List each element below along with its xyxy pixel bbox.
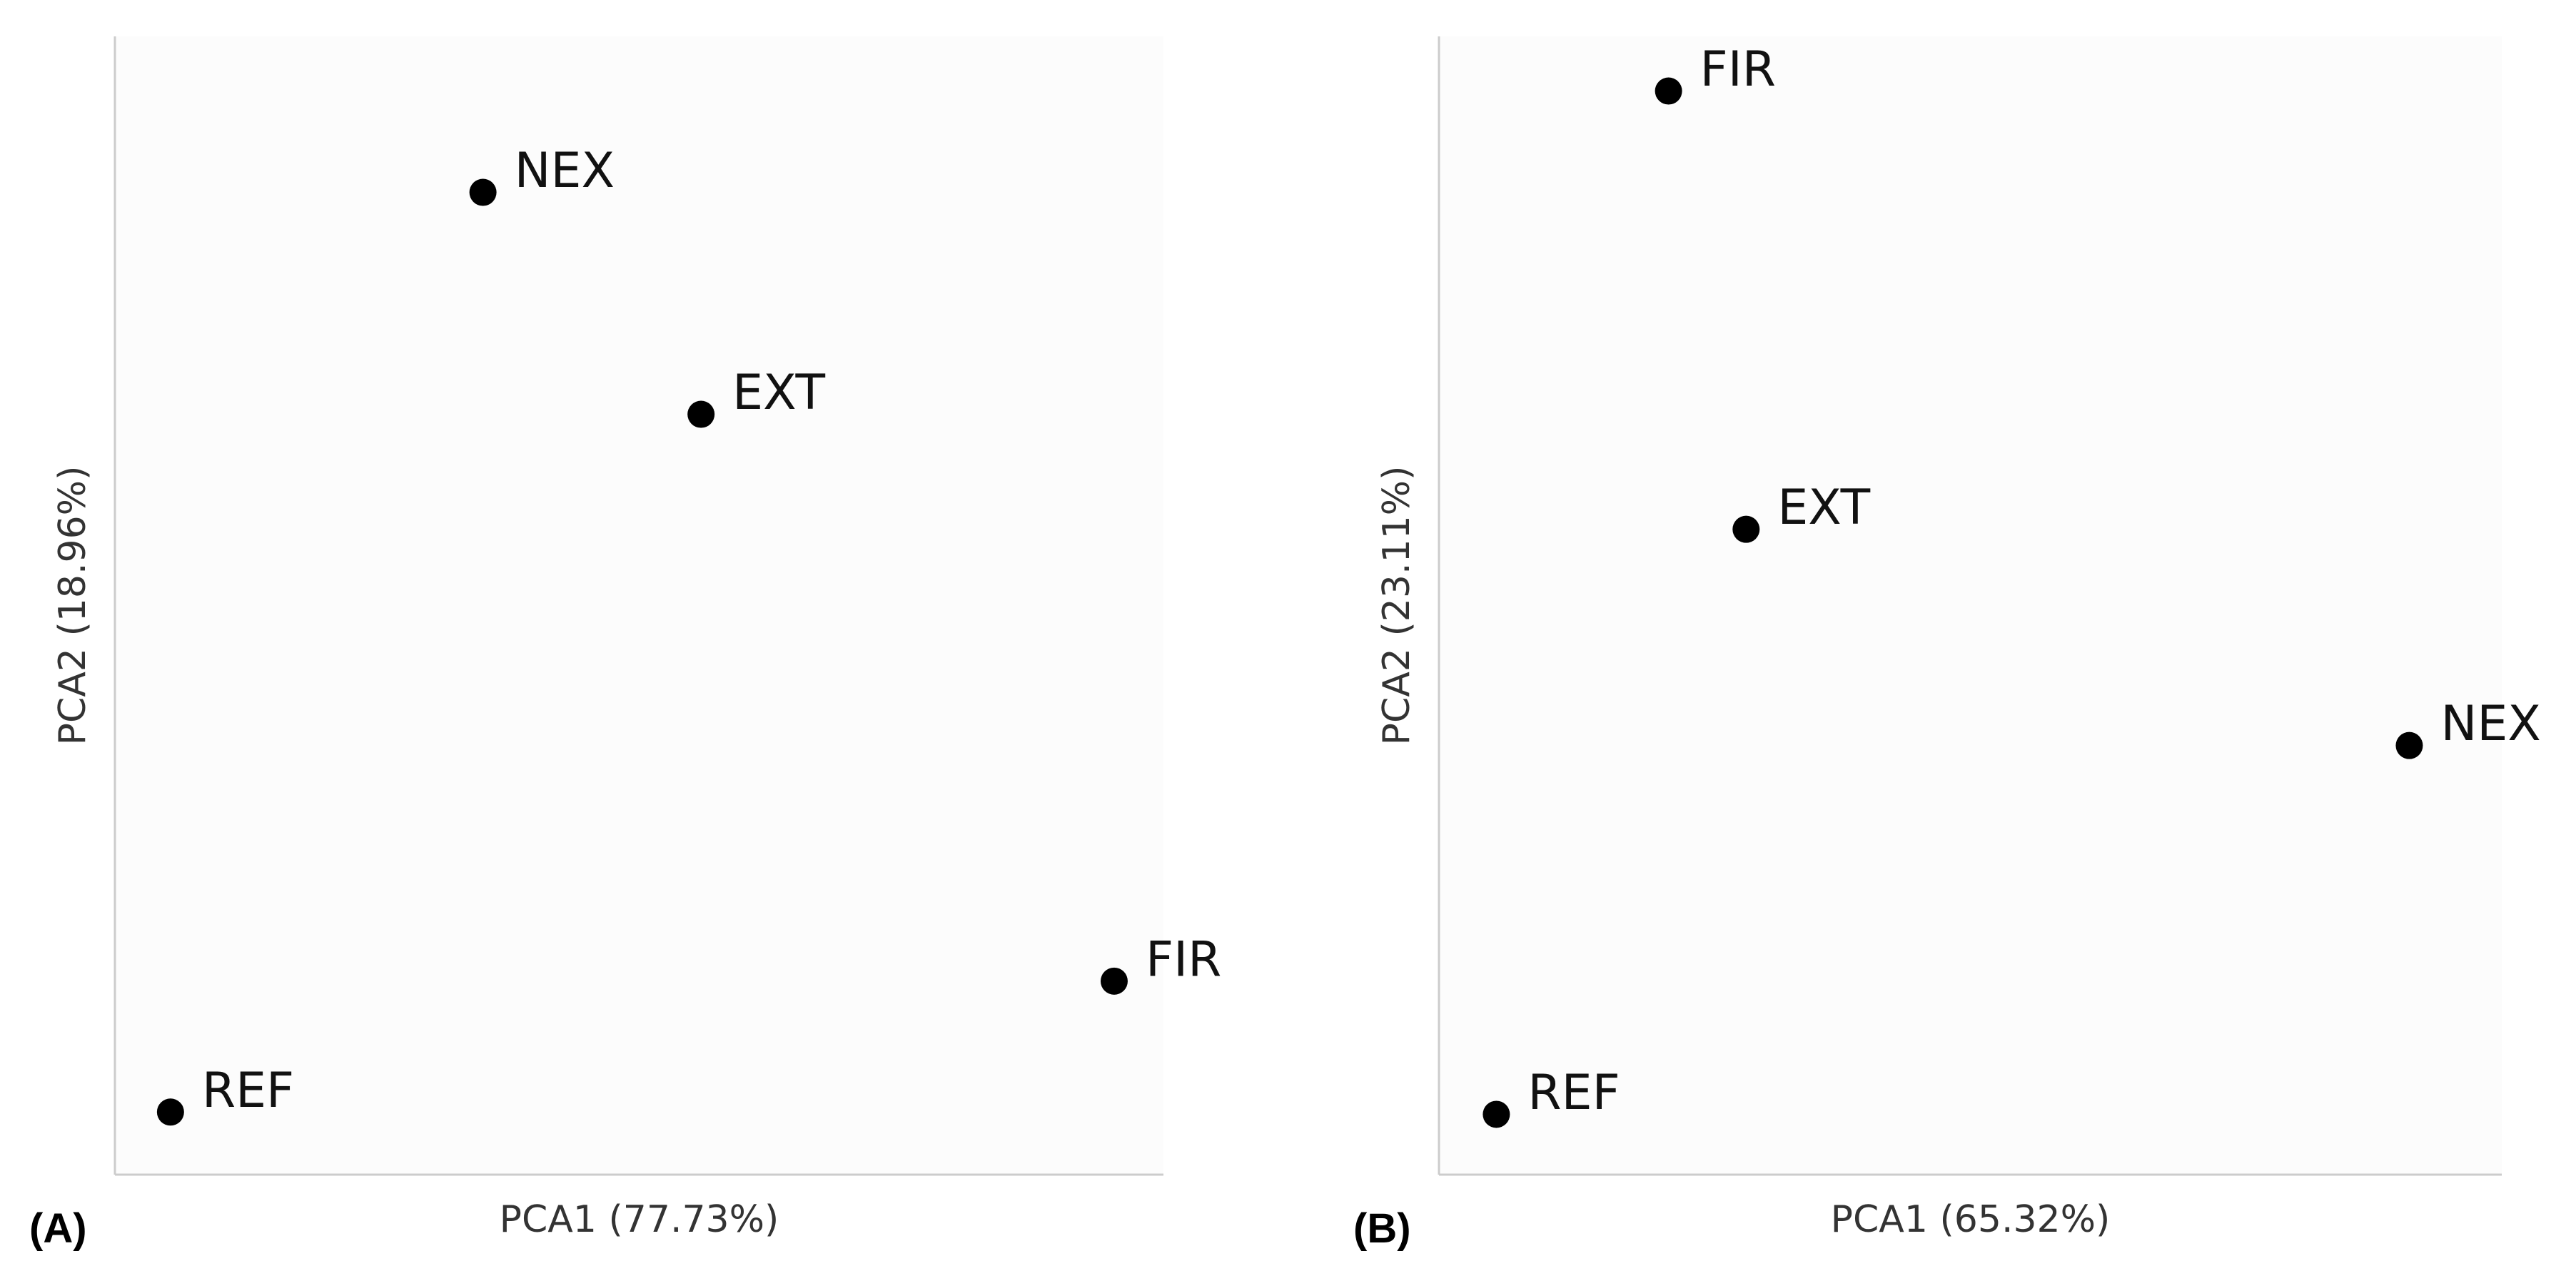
point [1655,77,1682,105]
point [1483,1100,1510,1128]
point [1732,515,1760,543]
point [1100,967,1128,995]
point [469,178,497,206]
panel-label: (B) [1353,1205,1411,1252]
point-label: REF [1527,1065,1620,1121]
point [2395,731,2423,759]
x-axis-title: PCA1 (77.73%) [500,1198,779,1241]
point [687,400,715,428]
y-axis-title: PCA2 (23.11%) [1375,466,1418,746]
point-label: REF [202,1063,294,1119]
point-label: FIR [1146,931,1221,988]
point-label: EXT [1777,480,1870,536]
plot-area [1439,36,2502,1175]
y-axis-title: PCA2 (18.96%) [51,466,94,746]
point-label: NEX [2440,696,2540,752]
point-label: NEX [515,143,615,199]
plot-area [115,36,1163,1175]
panel-label: (A) [29,1205,87,1252]
x-axis-title: PCA1 (65.32%) [1831,1198,2111,1241]
point-label: EXT [732,365,825,421]
point-label: FIR [1700,41,1776,98]
point [156,1098,184,1126]
